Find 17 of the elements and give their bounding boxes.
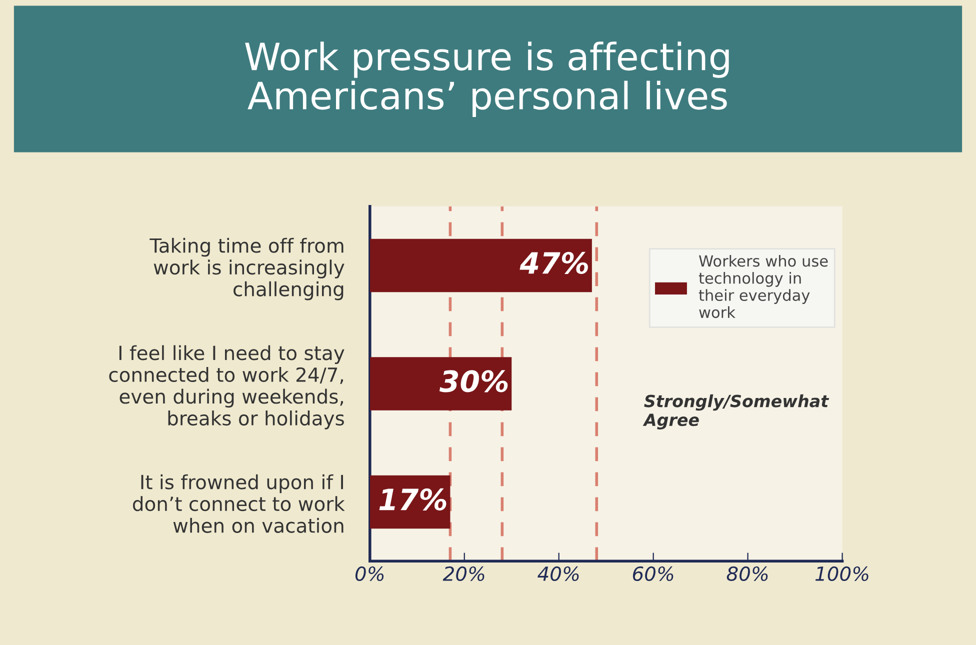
x-tick-label: 80% — [726, 566, 768, 582]
y-tick-label: It is frowned upon if I don’t connect to work when on vacation — [132, 474, 345, 533]
bar — [370, 357, 512, 410]
text: 47% — [520, 252, 588, 274]
x-tick-label: 20% — [442, 566, 484, 582]
annotation: Strongly/Somewhat Agree — [642, 394, 830, 430]
y-tick-label: I feel like I need to stay connected to work 24/7, even during weekends, breaks or holidays — [109, 345, 344, 430]
x-tick-label: 40% — [538, 566, 579, 582]
x-tick-label: 0% — [355, 566, 384, 582]
y-tick-label: Taking time off from work is increasingly challenging — [150, 238, 344, 300]
x-tick-label: 60% — [632, 566, 674, 582]
legend-label: Workers who use technology in their everyday work — [698, 254, 828, 318]
chart-title: Work pressure is affecting Americans’ personal lives — [245, 42, 729, 118]
bar — [370, 238, 592, 292]
text: 17% — [379, 488, 446, 510]
x-tick-label: 100% — [815, 566, 868, 582]
text: 30% — [439, 370, 508, 392]
